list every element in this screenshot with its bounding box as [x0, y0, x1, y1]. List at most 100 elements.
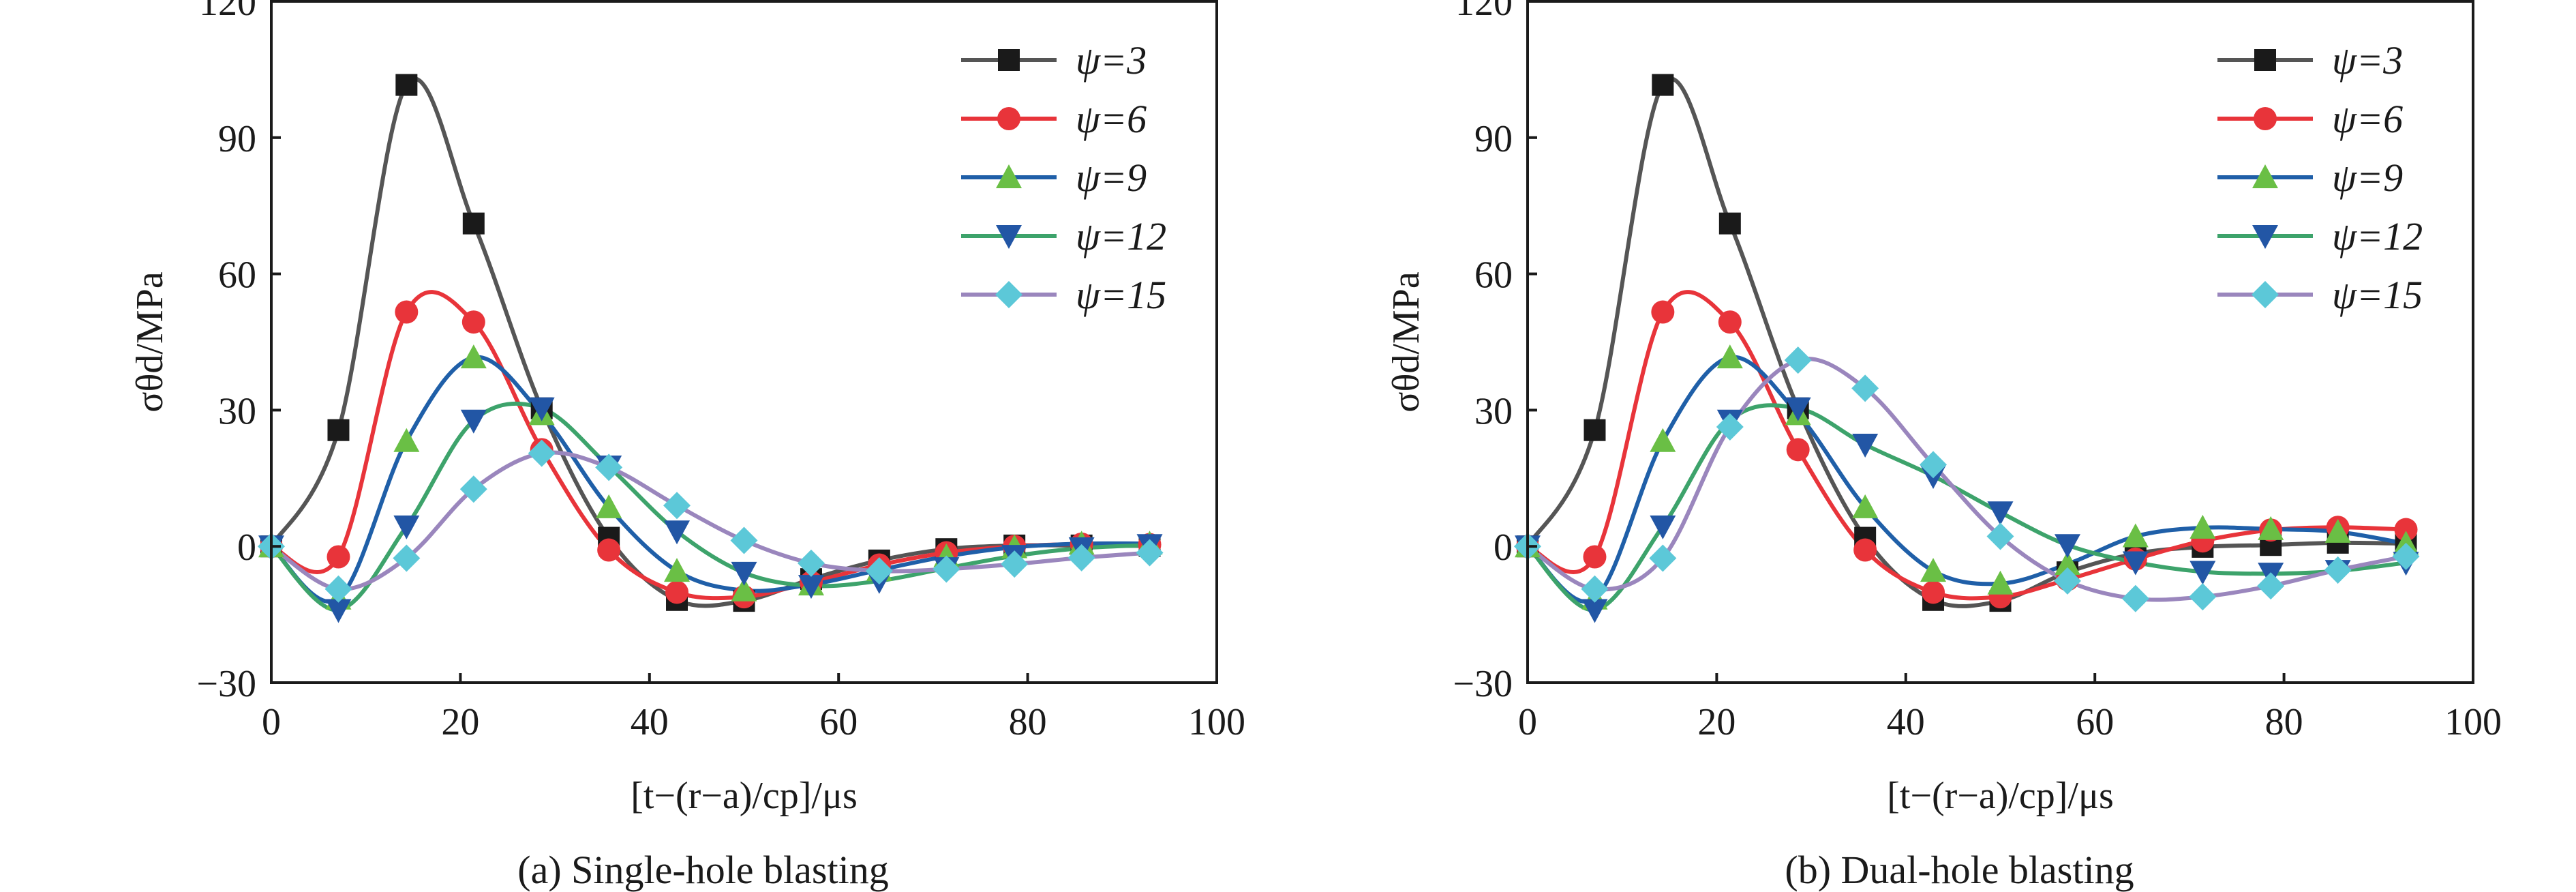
data-point-psi-9-2	[1650, 428, 1676, 452]
data-point-psi-15-4	[528, 439, 556, 467]
y-tick-label: −30	[1453, 663, 1513, 705]
data-point-psi-12-1	[325, 599, 352, 623]
x-tick-label: 0	[262, 701, 281, 743]
legend-label: ψ=12	[1076, 214, 1166, 258]
legend-marker	[996, 225, 1022, 249]
data-point-psi-9-7	[731, 577, 757, 601]
series-line-psi-9	[1528, 355, 2407, 604]
data-point-psi-12-9	[2122, 551, 2149, 576]
plot-frame	[1526, 0, 2474, 684]
data-point-psi-9-6	[1920, 558, 1947, 582]
series-line-psi-9	[271, 355, 1150, 604]
data-point-psi-3-1	[327, 419, 350, 441]
legend-marker	[998, 49, 1020, 71]
x-tick-label: 100	[1188, 701, 1245, 743]
data-point-psi-9-11	[2258, 516, 2284, 540]
data-point-psi-6-5	[1853, 538, 1877, 562]
data-point-psi-9-7	[1987, 570, 2014, 595]
data-point-psi-12-4	[528, 397, 555, 421]
series-line-psi-6	[1528, 290, 2406, 601]
data-point-psi-3-1	[1584, 419, 1606, 441]
data-point-psi-12-5	[1852, 434, 1879, 458]
data-point-psi-12-10	[2189, 561, 2216, 585]
data-point-psi-6-4	[1786, 438, 1810, 462]
data-point-psi-12-7	[731, 561, 757, 586]
y-tick-label: 60	[218, 254, 256, 297]
data-point-psi-15-8	[2053, 567, 2081, 595]
data-point-psi-9-5	[596, 494, 622, 518]
data-point-psi-15-5	[1851, 374, 1879, 402]
legend-marker	[997, 107, 1020, 130]
x-tick-label: 60	[2076, 701, 2114, 743]
x-tick-label: 80	[1009, 701, 1047, 743]
data-point-psi-12-1	[1581, 599, 1608, 623]
x-tick-label: 20	[1697, 701, 1736, 743]
data-point-psi-15-4	[1784, 346, 1812, 374]
data-point-psi-15-9	[865, 557, 893, 585]
data-point-psi-6-2	[1651, 300, 1675, 324]
series-markers	[1514, 74, 2420, 623]
y-axis-title: σθd/MPa	[1385, 271, 1427, 413]
data-point-psi-15-11	[1001, 550, 1029, 578]
data-point-psi-6-2	[395, 300, 419, 324]
data-point-psi-9-13	[2393, 531, 2419, 555]
data-point-psi-6-6	[665, 580, 689, 604]
data-point-psi-6-13	[2394, 518, 2418, 541]
data-point-psi-15-6	[1920, 451, 1948, 479]
legend-label: ψ=9	[2332, 155, 2403, 200]
panel-caption: (a) Single-hole blasting	[517, 848, 888, 892]
data-point-psi-6-6	[1922, 580, 1945, 604]
y-tick-label: 0	[1494, 526, 1513, 569]
legend-label: ψ=12	[2332, 214, 2423, 258]
series-markers	[258, 74, 1164, 623]
data-point-psi-12-7	[1987, 501, 2014, 526]
x-tick-label: 0	[1518, 701, 1537, 743]
y-tick-label: 0	[237, 526, 256, 569]
data-point-psi-9-9	[2122, 523, 2149, 548]
data-point-psi-15-12	[2324, 556, 2352, 584]
data-point-psi-15-12	[1067, 544, 1095, 571]
data-point-psi-15-13	[1136, 539, 1164, 567]
data-point-psi-3-2	[1652, 74, 1674, 96]
data-point-psi-9-2	[393, 428, 420, 452]
data-point-psi-3-2	[395, 74, 418, 96]
y-tick-label: 30	[218, 390, 256, 432]
data-point-psi-6-1	[1583, 545, 1607, 569]
data-point-psi-9-3	[460, 344, 487, 369]
legend-label: ψ=6	[2332, 97, 2403, 141]
x-axis-title: [t−(r−a)/cp]/μs	[631, 775, 858, 817]
data-point-psi-15-10	[2189, 583, 2217, 611]
x-tick-label: 80	[2265, 701, 2303, 743]
data-point-psi-6-5	[597, 538, 621, 562]
data-point-psi-15-6	[663, 492, 691, 520]
data-point-psi-6-3	[461, 310, 485, 334]
panel-caption: (b) Dual-hole blasting	[1785, 848, 2134, 892]
data-point-psi-15-11	[2257, 572, 2285, 600]
y-tick-label: 30	[1474, 390, 1513, 432]
data-point-psi-15-1	[324, 575, 352, 603]
y-axis-title: σθd/MPa	[129, 271, 171, 413]
data-point-psi-12-2	[1650, 515, 1676, 539]
legend-marker	[2252, 281, 2279, 308]
legend: ψ=3 ψ=6 ψ=9 ψ=12 ψ=15	[2217, 38, 2423, 317]
data-point-psi-15-7	[1986, 522, 2014, 550]
data-point-psi-9-5	[1852, 494, 1879, 518]
legend-label: ψ=6	[1076, 97, 1147, 141]
legend-marker	[2252, 225, 2278, 249]
data-point-psi-12-8	[798, 575, 824, 599]
series-line-psi-6	[271, 290, 1150, 601]
data-point-psi-15-7	[730, 526, 758, 554]
data-point-psi-3-3	[462, 212, 485, 235]
y-tick-label: 120	[1455, 0, 1513, 24]
x-tick-label: 40	[631, 701, 669, 743]
data-point-psi-15-2	[1649, 544, 1677, 572]
data-point-psi-12-3	[460, 409, 487, 434]
legend-label: ψ=3	[2332, 38, 2403, 83]
x-tick-label: 40	[1887, 701, 1925, 743]
data-point-psi-15-2	[393, 544, 421, 572]
legend-marker	[995, 281, 1022, 308]
legend-marker	[2254, 49, 2276, 71]
legend-label: ψ=15	[2332, 273, 2423, 317]
